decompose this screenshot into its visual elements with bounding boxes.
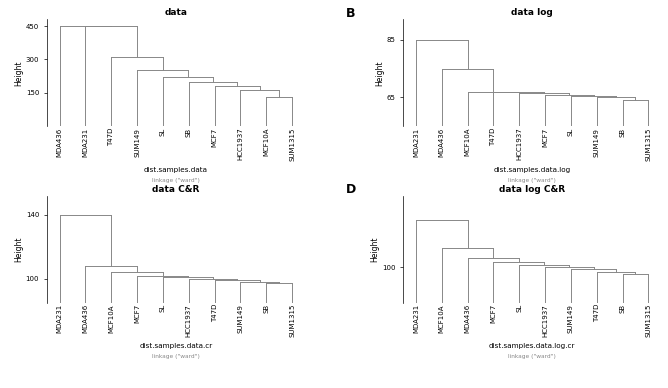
Text: dist.samples.data.log: dist.samples.data.log [494, 167, 571, 173]
Y-axis label: Height: Height [370, 236, 379, 262]
Text: linkage ("ward"): linkage ("ward") [152, 178, 200, 183]
Y-axis label: Height: Height [14, 236, 23, 262]
Title: data log C&R: data log C&R [499, 185, 565, 194]
Y-axis label: Height: Height [375, 60, 384, 86]
Title: data C&R: data C&R [152, 185, 200, 194]
Text: linkage ("ward"): linkage ("ward") [508, 354, 556, 359]
Title: data: data [164, 8, 187, 17]
Text: dist.samples.data.log.cr: dist.samples.data.log.cr [489, 343, 575, 349]
Text: linkage ("ward"): linkage ("ward") [508, 178, 556, 183]
Text: B: B [346, 7, 356, 19]
Text: dist.samples.data: dist.samples.data [144, 167, 208, 173]
Text: linkage ("ward"): linkage ("ward") [152, 354, 200, 359]
Text: D: D [346, 183, 357, 196]
Text: dist.samples.data.cr: dist.samples.data.cr [139, 343, 212, 349]
Title: data log: data log [511, 8, 553, 17]
Y-axis label: Height: Height [14, 60, 23, 86]
